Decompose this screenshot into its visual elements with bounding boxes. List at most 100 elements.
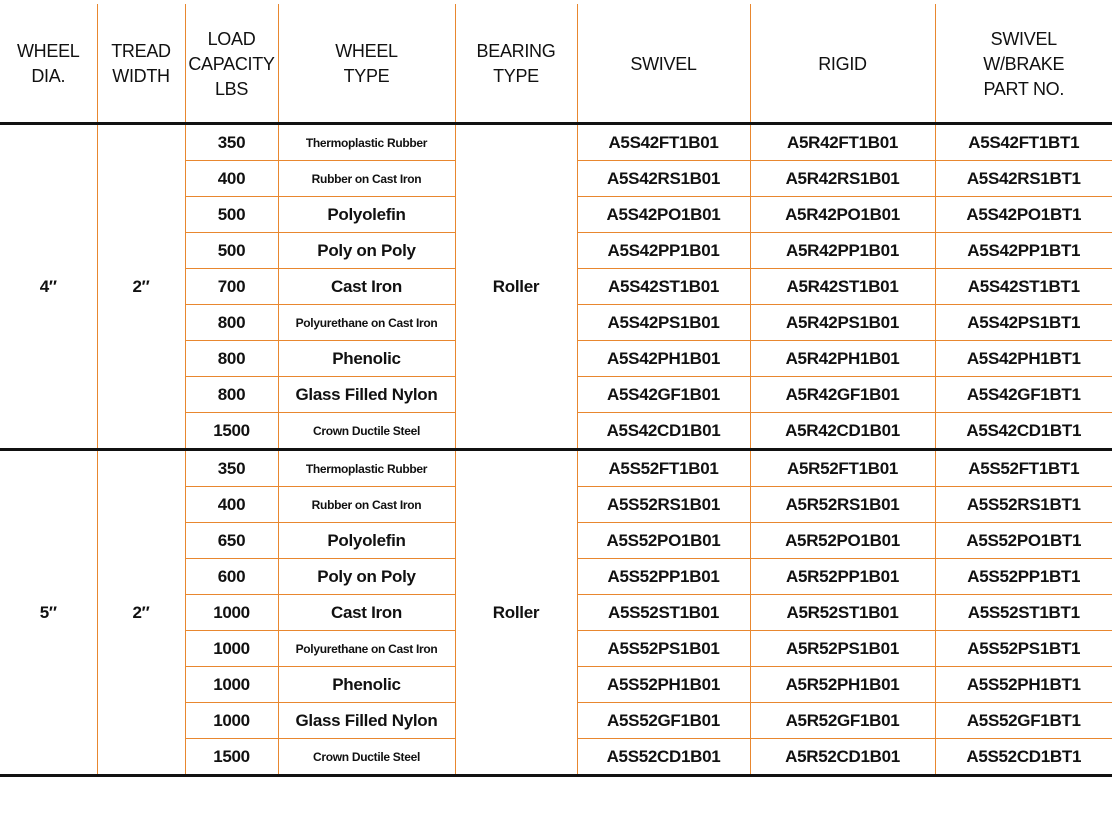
rigid-part: A5R42FT1B01 [750, 124, 935, 161]
load-capacity: 1500 [185, 413, 278, 450]
header-line: DIA. [0, 64, 97, 89]
brake-part: A5S52ST1BT1 [935, 595, 1112, 631]
swivel-part: A5S42PS1B01 [577, 305, 750, 341]
load-capacity: 600 [185, 559, 278, 595]
rigid-part: A5R42PH1B01 [750, 341, 935, 377]
swivel-part: A5S52RS1B01 [577, 487, 750, 523]
brake-part: A5S52GF1BT1 [935, 703, 1112, 739]
brake-part: A5S52PH1BT1 [935, 667, 1112, 703]
load-capacity: 350 [185, 124, 278, 161]
wheel-type: Polyolefin [278, 197, 455, 233]
swivel-part: A5S42CD1B01 [577, 413, 750, 450]
wheel-type: Crown Ductile Steel [278, 413, 455, 450]
header-line: TREAD [98, 39, 185, 64]
rigid-part: A5R52ST1B01 [750, 595, 935, 631]
rigid-part: A5R42ST1B01 [750, 269, 935, 305]
load-capacity: 500 [185, 197, 278, 233]
wheel-type: Polyurethane on Cast Iron [278, 305, 455, 341]
wheel-type: Phenolic [278, 667, 455, 703]
wheel-dia: 5″ [0, 450, 97, 776]
load-capacity: 700 [185, 269, 278, 305]
rigid-part: A5R52FT1B01 [750, 450, 935, 487]
wheel-type: Thermoplastic Rubber [278, 124, 455, 161]
load-capacity: 1000 [185, 595, 278, 631]
header-line: LBS [186, 77, 278, 102]
wheel-type: Cast Iron [278, 595, 455, 631]
brake-part: A5S42PP1BT1 [935, 233, 1112, 269]
load-capacity: 350 [185, 450, 278, 487]
rigid-part: A5R42CD1B01 [750, 413, 935, 450]
rigid-part: A5R52CD1B01 [750, 739, 935, 776]
rigid-part: A5R42GF1B01 [750, 377, 935, 413]
header-line: W/BRAKE [936, 52, 1112, 77]
swivel-part: A5S52PP1B01 [577, 559, 750, 595]
wheel-type: Poly on Poly [278, 559, 455, 595]
wheel-dia: 4″ [0, 124, 97, 450]
swivel-part: A5S52FT1B01 [577, 450, 750, 487]
header-line: RIGID [751, 52, 935, 77]
header-line: WHEEL [279, 39, 455, 64]
header-line: CAPACITY [186, 52, 278, 77]
swivel-part: A5S42PO1B01 [577, 197, 750, 233]
header-line: PART NO. [936, 77, 1112, 102]
brake-part: A5S42PS1BT1 [935, 305, 1112, 341]
header-cell: SWIVEL [577, 4, 750, 124]
header-line: SWIVEL [936, 27, 1112, 52]
swivel-part: A5S42GF1B01 [577, 377, 750, 413]
wheel-type: Thermoplastic Rubber [278, 450, 455, 487]
brake-part: A5S52RS1BT1 [935, 487, 1112, 523]
rigid-part: A5R42RS1B01 [750, 161, 935, 197]
header-line: TYPE [279, 64, 455, 89]
brake-part: A5S52PO1BT1 [935, 523, 1112, 559]
brake-part: A5S42GF1BT1 [935, 377, 1112, 413]
brake-part: A5S42FT1BT1 [935, 124, 1112, 161]
wheel-type: Polyolefin [278, 523, 455, 559]
swivel-part: A5S52PS1B01 [577, 631, 750, 667]
brake-part: A5S52PS1BT1 [935, 631, 1112, 667]
load-capacity: 1500 [185, 739, 278, 776]
swivel-part: A5S52PH1B01 [577, 667, 750, 703]
load-capacity: 800 [185, 341, 278, 377]
header-line: BEARING [456, 39, 577, 64]
load-capacity: 400 [185, 161, 278, 197]
load-capacity: 800 [185, 305, 278, 341]
swivel-part: A5S42FT1B01 [577, 124, 750, 161]
swivel-part: A5S52ST1B01 [577, 595, 750, 631]
wheel-type: Glass Filled Nylon [278, 703, 455, 739]
brake-part: A5S42CD1BT1 [935, 413, 1112, 450]
swivel-part: A5S42PH1B01 [577, 341, 750, 377]
rigid-part: A5R42PS1B01 [750, 305, 935, 341]
load-capacity: 1000 [185, 703, 278, 739]
load-capacity: 650 [185, 523, 278, 559]
load-capacity: 400 [185, 487, 278, 523]
brake-part: A5S42PH1BT1 [935, 341, 1112, 377]
wheel-type: Phenolic [278, 341, 455, 377]
wheel-type: Cast Iron [278, 269, 455, 305]
wheel-type: Crown Ductile Steel [278, 739, 455, 776]
load-capacity: 1000 [185, 631, 278, 667]
load-capacity: 500 [185, 233, 278, 269]
swivel-part: A5S42RS1B01 [577, 161, 750, 197]
rigid-part: A5R52PP1B01 [750, 559, 935, 595]
wheel-type: Glass Filled Nylon [278, 377, 455, 413]
brake-part: A5S42PO1BT1 [935, 197, 1112, 233]
wheel-type: Rubber on Cast Iron [278, 161, 455, 197]
swivel-part: A5S52GF1B01 [577, 703, 750, 739]
brake-part: A5S42ST1BT1 [935, 269, 1112, 305]
load-capacity: 800 [185, 377, 278, 413]
tread-width: 2″ [97, 450, 185, 776]
rigid-part: A5R52RS1B01 [750, 487, 935, 523]
wheel-type: Rubber on Cast Iron [278, 487, 455, 523]
bearing-type: Roller [455, 450, 577, 776]
